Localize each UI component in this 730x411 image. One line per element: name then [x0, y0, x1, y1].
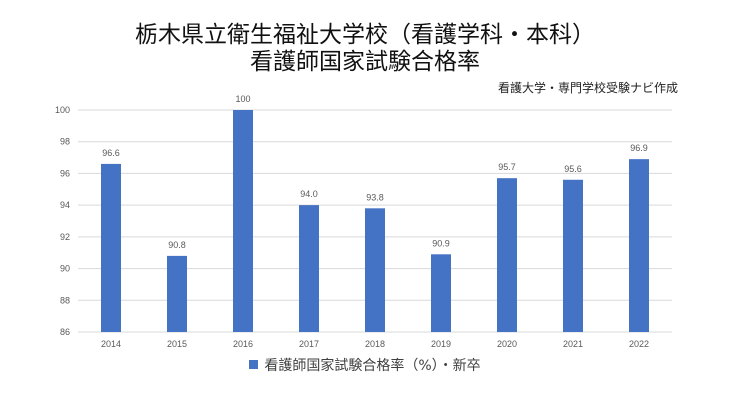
x-tick-label: 2016	[233, 339, 253, 349]
bar-2019	[431, 254, 451, 332]
x-tick-label: 2017	[299, 339, 319, 349]
x-tick-label: 2015	[167, 339, 187, 349]
data-label-2014: 96.6	[102, 148, 120, 158]
data-label-2016: 100	[235, 94, 250, 104]
y-tick-label: 98	[60, 137, 70, 147]
bar-2018	[365, 208, 385, 332]
legend-label: 看護師国家試験合格率（%）・新卒	[264, 358, 481, 374]
chart-title-line1: 栃木県立衛生福祉大学校（看護学科・本科）	[135, 22, 595, 48]
data-label-2020: 95.7	[498, 162, 516, 172]
x-tick-label: 2018	[365, 339, 385, 349]
chart-title-line2: 看護師国家試験合格率	[250, 49, 480, 75]
y-tick-label: 88	[60, 295, 70, 305]
y-tick-label: 96	[60, 168, 70, 178]
bar-2017	[299, 205, 319, 332]
x-tick-label: 2014	[101, 339, 121, 349]
bar-2020	[497, 178, 517, 332]
bar-2022	[629, 159, 649, 332]
bar-2016	[233, 110, 253, 332]
data-label-2022: 96.9	[630, 143, 648, 153]
bar-2014	[101, 163, 121, 332]
bar-2021	[563, 179, 583, 332]
x-tick-label: 2020	[497, 339, 517, 349]
source-credit: 看護大学・専門学校受験ナビ作成	[497, 81, 678, 95]
y-tick-label: 100	[55, 105, 70, 115]
y-tick-label: 94	[60, 200, 70, 210]
x-tick-label: 2021	[563, 339, 583, 349]
y-tick-label: 86	[60, 327, 70, 337]
x-tick-label: 2022	[629, 339, 649, 349]
bar-2015	[167, 255, 187, 332]
y-tick-label: 90	[60, 264, 70, 274]
y-tick-label: 92	[60, 232, 70, 242]
data-label-2015: 90.8	[168, 240, 186, 250]
data-label-2021: 95.6	[564, 164, 582, 174]
data-label-2018: 93.8	[366, 192, 384, 202]
data-label-2017: 94.0	[300, 189, 318, 199]
x-tick-label: 2019	[431, 339, 451, 349]
data-label-2019: 90.9	[432, 238, 450, 248]
legend-swatch	[249, 360, 259, 369]
legend: 看護師国家試験合格率（%）・新卒	[0, 355, 730, 375]
